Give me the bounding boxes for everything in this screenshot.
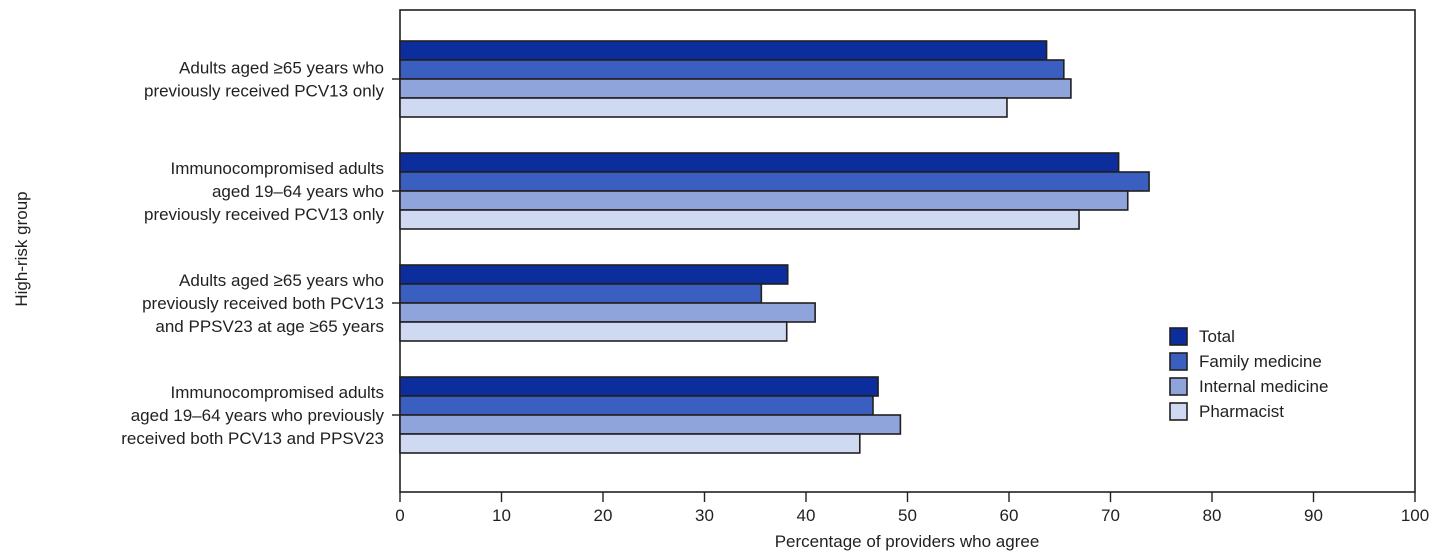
bar-total-group-2: [399, 152, 1120, 173]
category-label-line: aged 19–64 years who previously: [131, 406, 385, 425]
bar-internal-medicine-group-1: [399, 78, 1072, 99]
bar-pharmacist-group-3: [399, 321, 788, 342]
bar-total-group-4: [399, 376, 879, 397]
legend-label-pharmacist: Pharmacist: [1199, 402, 1284, 421]
legend-swatch-pharmacist: [1169, 402, 1188, 421]
bar-family-medicine-group-2: [399, 171, 1150, 192]
bar-pharmacist-group-1: [399, 97, 1008, 118]
category-label-line: previously received both PCV13: [142, 294, 384, 313]
x-tick-label: 60: [1000, 506, 1019, 525]
x-tick-label: 80: [1203, 506, 1222, 525]
x-tick-label: 100: [1401, 506, 1429, 525]
legend: Total Family medicine Internal medicine Pha…: [1169, 327, 1328, 421]
x-tick-label: 40: [797, 506, 816, 525]
x-tick-label: 90: [1304, 506, 1323, 525]
bar-internal-medicine-group-4: [399, 414, 902, 435]
legend-swatch-internal-medicine: [1169, 377, 1188, 396]
category-labels: Adults aged ≥65 years who previously rece…: [121, 59, 400, 448]
legend-label-family-medicine: Family medicine: [1199, 352, 1322, 371]
bar-total-group-3: [399, 264, 789, 285]
bar-pharmacist-group-4: [399, 433, 861, 454]
x-tick-label: 20: [594, 506, 613, 525]
category-label-line: Immunocompromised adults: [170, 383, 384, 402]
category-label-line: and PPSV23 at age ≥65 years: [155, 317, 384, 336]
legend-swatch-total: [1169, 327, 1188, 346]
category-label-4: Immunocompromised adults aged 19–64 years…: [121, 383, 384, 448]
category-label-line: Adults aged ≥65 years who: [179, 271, 384, 290]
bars-layer: [399, 40, 1150, 454]
bar-internal-medicine-group-3: [399, 302, 816, 323]
category-label-line: previously received PCV13 only: [144, 205, 385, 224]
category-label-3: Adults aged ≥65 years who previously rece…: [142, 271, 384, 336]
legend-label-internal-medicine: Internal medicine: [1199, 377, 1328, 396]
x-tick-label: 50: [898, 506, 917, 525]
legend-swatch-family-medicine: [1169, 352, 1188, 371]
legend-label-total: Total: [1199, 327, 1235, 346]
category-label-line: aged 19–64 years who: [212, 182, 384, 201]
bar-pharmacist-group-2: [399, 209, 1080, 230]
x-tick-label: 10: [492, 506, 511, 525]
x-axis: 0 10 20 30 40 50 60 70 80 90 100: [395, 492, 1429, 525]
x-tick-label: 70: [1101, 506, 1120, 525]
category-label-line: previously received PCV13 only: [144, 82, 385, 101]
x-axis-title: Percentage of providers who agree: [775, 532, 1040, 551]
bar-family-medicine-group-4: [399, 395, 874, 416]
bar-total-group-1: [399, 40, 1048, 61]
bar-internal-medicine-group-2: [399, 190, 1129, 211]
bar-family-medicine-group-3: [399, 283, 763, 304]
x-tick-label: 30: [695, 506, 714, 525]
category-label-2: Immunocompromised adults aged 19–64 years…: [144, 159, 385, 224]
category-label-line: Adults aged ≥65 years who: [179, 59, 384, 78]
x-tick-label: 0: [395, 506, 404, 525]
category-label-1: Adults aged ≥65 years who previously rece…: [144, 59, 385, 101]
y-axis-title: High-risk group: [12, 191, 31, 306]
category-label-line: received both PCV13 and PPSV23: [121, 429, 384, 448]
bar-family-medicine-group-1: [399, 59, 1065, 80]
category-label-line: Immunocompromised adults: [170, 159, 384, 178]
